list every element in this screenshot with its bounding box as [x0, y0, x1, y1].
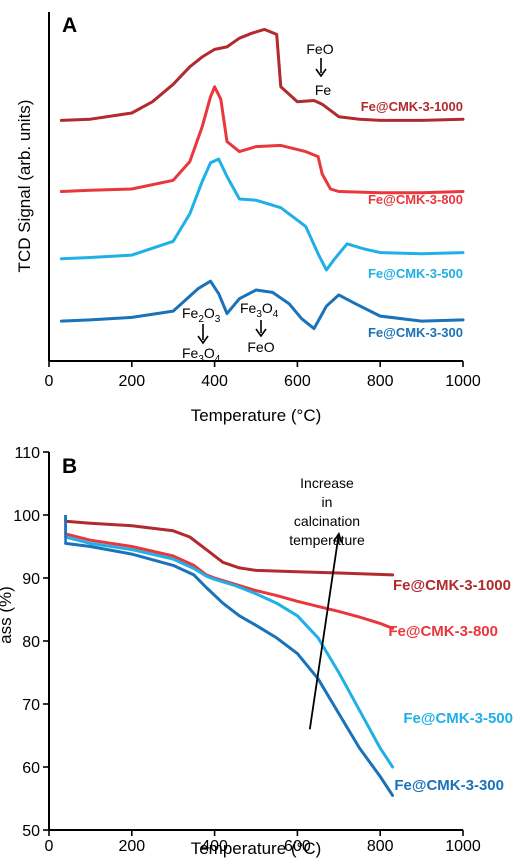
panel-b-line-fe-cmk-3-1000 [64, 519, 395, 577]
panel-a-x-tick-label-0: 0 [45, 373, 54, 390]
panel-b-x-tick-label-800: 800 [367, 838, 394, 855]
trend-arrow [308, 533, 340, 730]
panel-a-line-fe-cmk-3-500 [59, 157, 465, 272]
legend-a-fe-cmk3-800: Fe@CMK-3-800 [368, 192, 463, 207]
panel-b-y-tick-label-90: 90 [22, 571, 40, 588]
panel-a: A 0 200 400 600 800 1000 Temperature (°C) TCD… [15, 12, 481, 425]
panel-b-x-axis-title: Temperature (°C) [191, 839, 322, 858]
legend-b-fe-cmk3-800: Fe@CMK-3-800 [388, 623, 498, 640]
trend-text-line1: Increase [300, 475, 354, 491]
annotation-fe-top: Fe [315, 82, 332, 98]
panel-a-label: A [62, 14, 77, 37]
panel-a-x-tick-label-400: 400 [201, 373, 228, 390]
panel-a-x-tick-label-600: 600 [284, 373, 311, 390]
annotation-fe2o3: Fe2O3 [182, 305, 221, 325]
legend-a-fe-cmk3-1000: Fe@CMK-3-1000 [361, 99, 463, 114]
annotation-arrowhead-fe2o3-fe3o4 [197, 335, 209, 345]
panel-b-y-tick-label-60: 60 [22, 760, 40, 777]
legend-b-fe-cmk3-500: Fe@CMK-3-500 [403, 710, 513, 727]
annotation-arrowhead-fe3o4-feo [255, 328, 267, 338]
annotation-fe3o4-bottom: Fe3O4 [182, 345, 221, 365]
panel-b-x-tick-label-0: 0 [45, 838, 54, 855]
panel-a-line-fe-cmk-3-1000 [59, 27, 465, 122]
panel-a-y-axis-title: TCD Signal (arb. units) [15, 100, 34, 273]
legend-a-fe-cmk3-500: Fe@CMK-3-500 [368, 266, 463, 281]
legend-b-fe-cmk3-300: Fe@CMK-3-300 [394, 777, 504, 794]
panel-b-y-tick-label-50: 50 [22, 823, 40, 840]
trend-text-line2: in [322, 494, 333, 510]
panel-b-line-fe-cmk-3-800 [64, 532, 395, 630]
panel-b-y-tick-label-110: 110 [14, 445, 40, 462]
legend-a-fe-cmk3-300: Fe@CMK-3-300 [368, 325, 463, 340]
panel-b-label: B [62, 455, 77, 478]
annotation-fe3o4-top: Fe3O4 [240, 300, 279, 320]
panel-a-series [59, 27, 465, 331]
panel-a-x-axis-title: Temperature (°C) [191, 406, 322, 425]
panel-b-x-tick-label-600: 600 [284, 838, 311, 855]
panel-a-line-fe-cmk-3-800 [59, 85, 465, 195]
panel-b-y-tick-label-100: 100 [13, 508, 40, 525]
panel-b-y-ticks: 50 60 70 80 90 100 110 [13, 445, 49, 840]
panel-a-x-tick-label-800: 800 [367, 373, 394, 390]
trend-arrowhead [332, 531, 343, 543]
panel-b-x-tick-label-200: 200 [118, 838, 145, 855]
panel-b-x-ticks: 0 200 400 600 800 1000 [45, 830, 481, 855]
panel-a-line-fe-cmk-3-300 [59, 279, 465, 331]
panel-a-x-ticks: 0 200 400 600 800 1000 [45, 361, 481, 390]
panel-b-x-tick-label-1000: 1000 [445, 838, 481, 855]
legend-b-fe-cmk3-1000: Fe@CMK-3-1000 [393, 577, 511, 594]
panel-b-line-fe-cmk-3-500 [64, 535, 395, 769]
trend-text-line4: temperature [289, 532, 365, 548]
annotation-arrowhead-feo-fe [315, 68, 327, 78]
panel-b-y-tick-label-80: 80 [22, 634, 40, 651]
panel-b-series [64, 515, 395, 797]
panel-a-x-tick-label-200: 200 [118, 373, 145, 390]
panel-a-x-tick-label-1000: 1000 [445, 373, 481, 390]
panel-b-y-axis-title-fragment: ass (%) [0, 586, 15, 644]
annotation-feo-top: FeO [306, 41, 333, 57]
panel-b-x-tick-label-400: 400 [201, 838, 228, 855]
annotation-feo-bottom: FeO [247, 339, 274, 355]
trend-text-line3: calcination [294, 513, 360, 529]
panel-b: B 0 200 400 600 800 1000 50 60 70 80 90 100 110 Tem… [0, 445, 513, 858]
panel-b-line-fe-cmk-3-300 [64, 541, 395, 797]
panel-b-y-tick-label-70: 70 [22, 697, 40, 714]
